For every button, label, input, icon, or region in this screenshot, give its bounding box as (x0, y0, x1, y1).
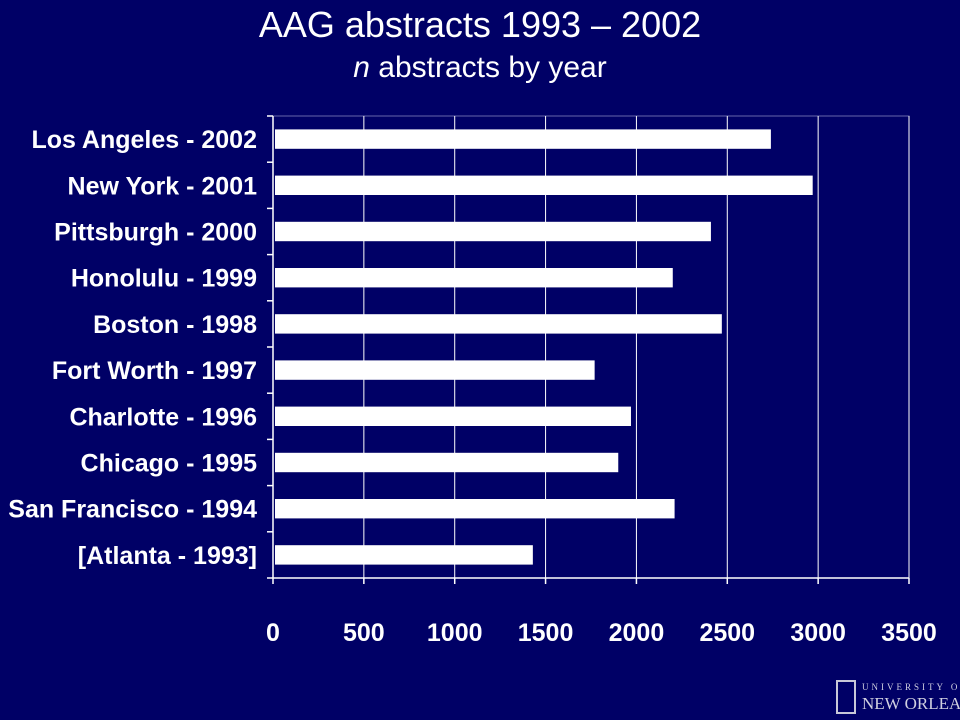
x-tick-label: 2500 (699, 619, 755, 647)
logo-mark-icon (836, 680, 856, 714)
category-label: Boston - 1998 (93, 311, 257, 339)
chart-subtitle: n abstracts by year (0, 50, 960, 86)
bar (275, 406, 631, 427)
category-label: Fort Worth - 1997 (52, 357, 257, 385)
category-label: Los Angeles - 2002 (31, 126, 257, 154)
x-tick-label: 500 (343, 619, 385, 647)
bar (275, 221, 711, 242)
category-label: Chicago - 1995 (81, 450, 258, 478)
x-tick-label: 2000 (609, 619, 665, 647)
category-label: [Atlanta - 1993] (78, 542, 257, 570)
x-tick-label: 1500 (518, 619, 574, 647)
bar (275, 129, 771, 149)
bar (275, 545, 533, 565)
bar (275, 360, 595, 380)
category-label: Charlotte - 1996 (69, 403, 257, 431)
subtitle-italic: n (353, 51, 370, 84)
logo-line1: UNIVERSITY OF (862, 682, 960, 692)
bar (275, 452, 619, 473)
bar (275, 267, 673, 288)
x-tick-label: 1000 (427, 619, 483, 647)
bar (275, 175, 813, 196)
category-label: Pittsburgh - 2000 (54, 219, 257, 247)
university-logo: UNIVERSITY OF NEW ORLEANS (836, 680, 960, 716)
category-label: Honolulu - 1999 (71, 265, 257, 293)
x-tick-label: 0 (266, 619, 280, 647)
category-label: San Francisco - 1994 (8, 496, 257, 524)
subtitle-text: abstracts by year (369, 51, 607, 84)
category-label: New York - 2001 (68, 172, 258, 200)
bar (275, 314, 722, 334)
x-tick-label: 3500 (881, 619, 937, 647)
chart-title: AAG abstracts 1993 – 2002 (258, 4, 702, 45)
bar (275, 498, 675, 519)
logo-line2: NEW ORLEANS (862, 694, 960, 713)
x-tick-label: 3000 (790, 619, 846, 647)
